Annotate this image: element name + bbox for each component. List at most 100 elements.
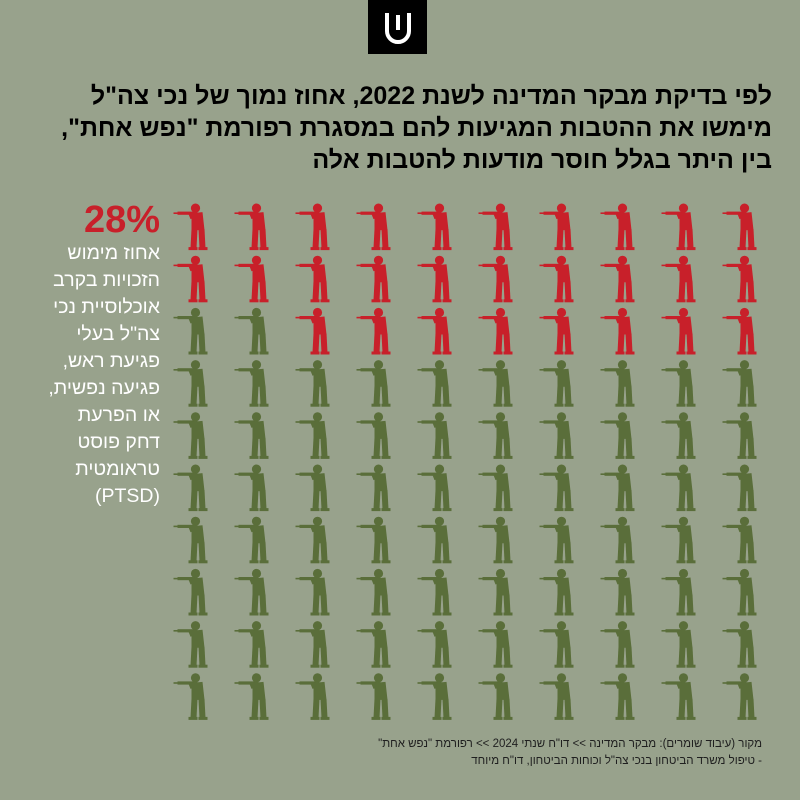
soldier-icon (539, 360, 574, 407)
soldier-icon (295, 673, 330, 720)
soldier-icon-highlighted (539, 307, 574, 355)
soldier-icon (173, 412, 208, 459)
soldier-icon (417, 516, 452, 564)
soldier-icon (356, 464, 391, 512)
soldier-icon-highlighted (417, 203, 452, 251)
soldier-icon (234, 621, 269, 668)
soldier-icon (356, 360, 391, 407)
soldier-icon-highlighted (173, 203, 208, 251)
soldier-icon-highlighted (295, 203, 330, 251)
soldier-icon-highlighted (295, 255, 330, 303)
soldier-icon (234, 516, 269, 564)
soldier-icon (234, 307, 269, 355)
soldier-icon (417, 673, 452, 720)
soldier-icon (356, 673, 391, 720)
soldier-icon (539, 568, 574, 616)
soldier-icon (417, 360, 452, 407)
soldier-icon (661, 516, 696, 564)
soldier-icon (661, 568, 696, 616)
soldier-icon (234, 360, 269, 407)
soldier-icon-highlighted (722, 255, 757, 303)
soldier-icon-highlighted (234, 255, 269, 303)
soldier-icon (417, 568, 452, 616)
soldier-icon (234, 412, 269, 459)
soldier-icon-highlighted (478, 307, 513, 355)
soldier-icon (600, 412, 635, 459)
stat-percent: 28% (83, 199, 160, 241)
soldier-icon (356, 412, 391, 459)
shomrim-logo (368, 0, 427, 54)
soldier-icon (234, 673, 269, 720)
soldier-icon (600, 673, 635, 720)
soldier-icon (722, 673, 757, 720)
stat-description: אחוז מימוש הזכויות בקרב אוכלוסיית נכי צה… (48, 242, 160, 507)
soldier-icon (722, 621, 757, 668)
soldier-icon (478, 464, 513, 512)
source-line-1: מקור (עיבוד שומרים): מבקר המדינה >> דו"ח… (378, 738, 762, 750)
soldier-icon (295, 464, 330, 512)
soldier-icon (417, 464, 452, 512)
soldier-icon (295, 621, 330, 668)
soldier-icon (661, 360, 696, 407)
soldier-icon-highlighted (600, 203, 635, 251)
soldier-icon (478, 516, 513, 564)
soldier-icon (478, 673, 513, 720)
soldier-icon (539, 621, 574, 668)
soldier-icon-highlighted (295, 307, 330, 355)
headline: לפי בדיקת מבקר המדינה לשנת 2022, אחוז נמ… (61, 82, 772, 174)
soldier-icon (661, 412, 696, 459)
soldier-icon (173, 516, 208, 564)
soldier-icon (173, 673, 208, 720)
soldier-icon-highlighted (417, 307, 452, 355)
soldier-icon (600, 621, 635, 668)
soldier-icon (722, 412, 757, 459)
soldier-icon (539, 464, 574, 512)
soldier-icon (600, 360, 635, 407)
soldier-icon (722, 516, 757, 564)
soldier-icon (539, 412, 574, 459)
soldier-icon (478, 412, 513, 459)
soldier-icon-highlighted (661, 307, 696, 355)
soldier-icon (539, 516, 574, 564)
soldier-icon (478, 621, 513, 668)
soldier-icon (295, 360, 330, 407)
soldier-icon (356, 568, 391, 616)
soldier-icon (173, 307, 208, 355)
soldier-icon-highlighted (722, 203, 757, 251)
source-line-2: - טיפול משרד הביטחון בנכי צה"ל וכוחות הב… (471, 755, 762, 767)
soldier-icon (234, 568, 269, 616)
soldier-icon (661, 673, 696, 720)
soldier-icon (722, 360, 757, 407)
soldier-icon (173, 464, 208, 512)
soldier-icon-highlighted (417, 255, 452, 303)
soldier-icon-highlighted (173, 255, 208, 303)
pictogram-chart (160, 200, 770, 722)
soldier-icon (600, 464, 635, 512)
soldier-icon-highlighted (539, 203, 574, 251)
soldier-icon (600, 516, 635, 564)
soldier-icon-highlighted (478, 203, 513, 251)
soldier-icon (478, 360, 513, 407)
soldier-icon-highlighted (600, 255, 635, 303)
soldier-icon-highlighted (600, 307, 635, 355)
soldier-icon (722, 464, 757, 512)
soldier-icon-highlighted (234, 203, 269, 251)
source-note: מקור (עיבוד שומרים): מבקר המדינה >> דו"ח… (242, 736, 762, 770)
soldier-icon-highlighted (661, 255, 696, 303)
soldier-icon-highlighted (661, 203, 696, 251)
pictogram-svg (173, 203, 757, 720)
soldier-icon (539, 673, 574, 720)
soldier-icon (478, 568, 513, 616)
soldier-icon-highlighted (722, 307, 757, 355)
soldier-icon (417, 412, 452, 459)
soldier-icon (417, 621, 452, 668)
soldier-icon (173, 360, 208, 407)
soldier-icon-highlighted (356, 307, 391, 355)
soldier-icon-highlighted (356, 255, 391, 303)
soldier-icon-highlighted (539, 255, 574, 303)
soldier-icon (234, 464, 269, 512)
soldier-icon (356, 516, 391, 564)
soldier-icon-highlighted (356, 203, 391, 251)
soldier-icon (295, 568, 330, 616)
soldier-icon (356, 621, 391, 668)
